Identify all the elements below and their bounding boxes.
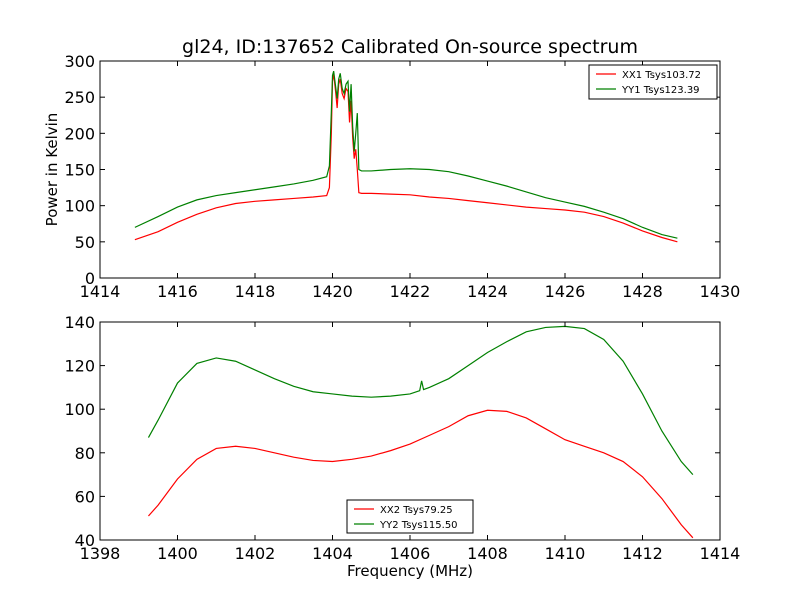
x-tick-label: 1422 [390,282,431,301]
y-tick-label: 100 [64,197,95,216]
y-tick-label: 140 [64,313,95,332]
x-tick-label: 1398 [80,544,121,563]
y-tick-label: 50 [75,233,95,252]
legend-box [588,64,718,100]
x-tick-label: 1416 [157,282,198,301]
x-tick-label: 1426 [545,282,586,301]
series-line-yy2 [147,325,694,475]
x-tick-label: 1424 [467,282,508,301]
x-tick-label: 1404 [312,544,353,563]
x-tick-label: 1414 [80,282,121,301]
y-tick-label: 60 [75,487,95,506]
x-tick-label: 1418 [235,282,276,301]
y-tick-label: 80 [75,444,95,463]
legend-label: YY1 Tsys123.39 [621,85,700,96]
x-tick-label: 1428 [622,282,663,301]
x-tick-label: 1408 [467,544,508,563]
x-tick-label: 1400 [157,544,198,563]
y-tick-label: 100 [64,400,95,419]
series-line-yy1 [134,70,678,239]
x-axis-label: Frequency (MHz) [347,562,473,580]
x-tick-label: 1410 [545,544,586,563]
series-line-xx2 [147,409,694,539]
y-tick-label: 250 [64,88,95,107]
y-tick-label: 120 [64,357,95,376]
x-tick-label: 1402 [235,544,276,563]
x-tick-label: 1420 [312,282,353,301]
y-tick-label: 300 [64,52,95,71]
x-tick-label: 1430 [700,282,741,301]
top-panel: 1414 1416 1418 1420 1422 1424 1426 1428 1430 0 50 1… [43,52,740,301]
y-tick-label: 40 [75,531,95,550]
bottom-panel: 1398 1400 1402 1404 1406 1408 1410 1412 1414 40 60… [64,313,740,580]
y-axis-label: Power in Kelvin [43,113,61,227]
legend: XX1 Tsys103.72 YY1 Tsys123.39 [588,64,718,100]
legend-label: XX1 Tsys103.72 [622,70,701,81]
series-line-xx1 [134,73,678,243]
x-tick-label: 1406 [390,544,431,563]
legend-label: YY2 Tsys115.50 [379,520,458,531]
legend: XX2 Tsys79.25 YY2 Tsys115.50 [346,499,474,534]
y-tick-label: 200 [64,124,95,143]
y-tick-label: 0 [85,269,95,288]
legend-label: XX2 Tsys79.25 [380,505,453,516]
y-tick-label: 150 [64,161,95,180]
x-tick-label: 1412 [622,544,663,563]
figure-title: gl24, ID:137652 Calibrated On-source spe… [182,36,638,58]
legend-box [346,499,474,534]
x-tick-label: 1414 [700,544,741,563]
